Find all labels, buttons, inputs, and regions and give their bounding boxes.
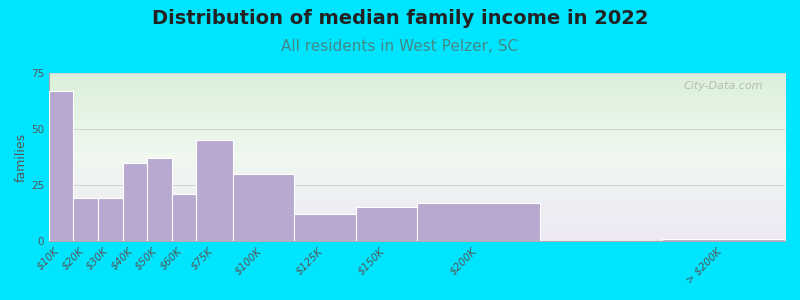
Bar [356, 208, 417, 241]
Bar [98, 199, 122, 241]
Bar [49, 91, 74, 241]
Y-axis label: families: families [15, 133, 28, 182]
Text: Distribution of median family income in 2022: Distribution of median family income in … [152, 9, 648, 28]
Text: City-Data.com: City-Data.com [683, 81, 763, 92]
Bar [294, 214, 356, 241]
Bar [147, 158, 171, 241]
Text: All residents in West Pelzer, SC: All residents in West Pelzer, SC [282, 39, 518, 54]
Bar [196, 140, 233, 241]
Bar [122, 163, 147, 241]
Bar [74, 199, 98, 241]
Bar [417, 203, 540, 241]
Bar [233, 174, 294, 241]
Bar [662, 239, 785, 241]
Bar [171, 194, 196, 241]
